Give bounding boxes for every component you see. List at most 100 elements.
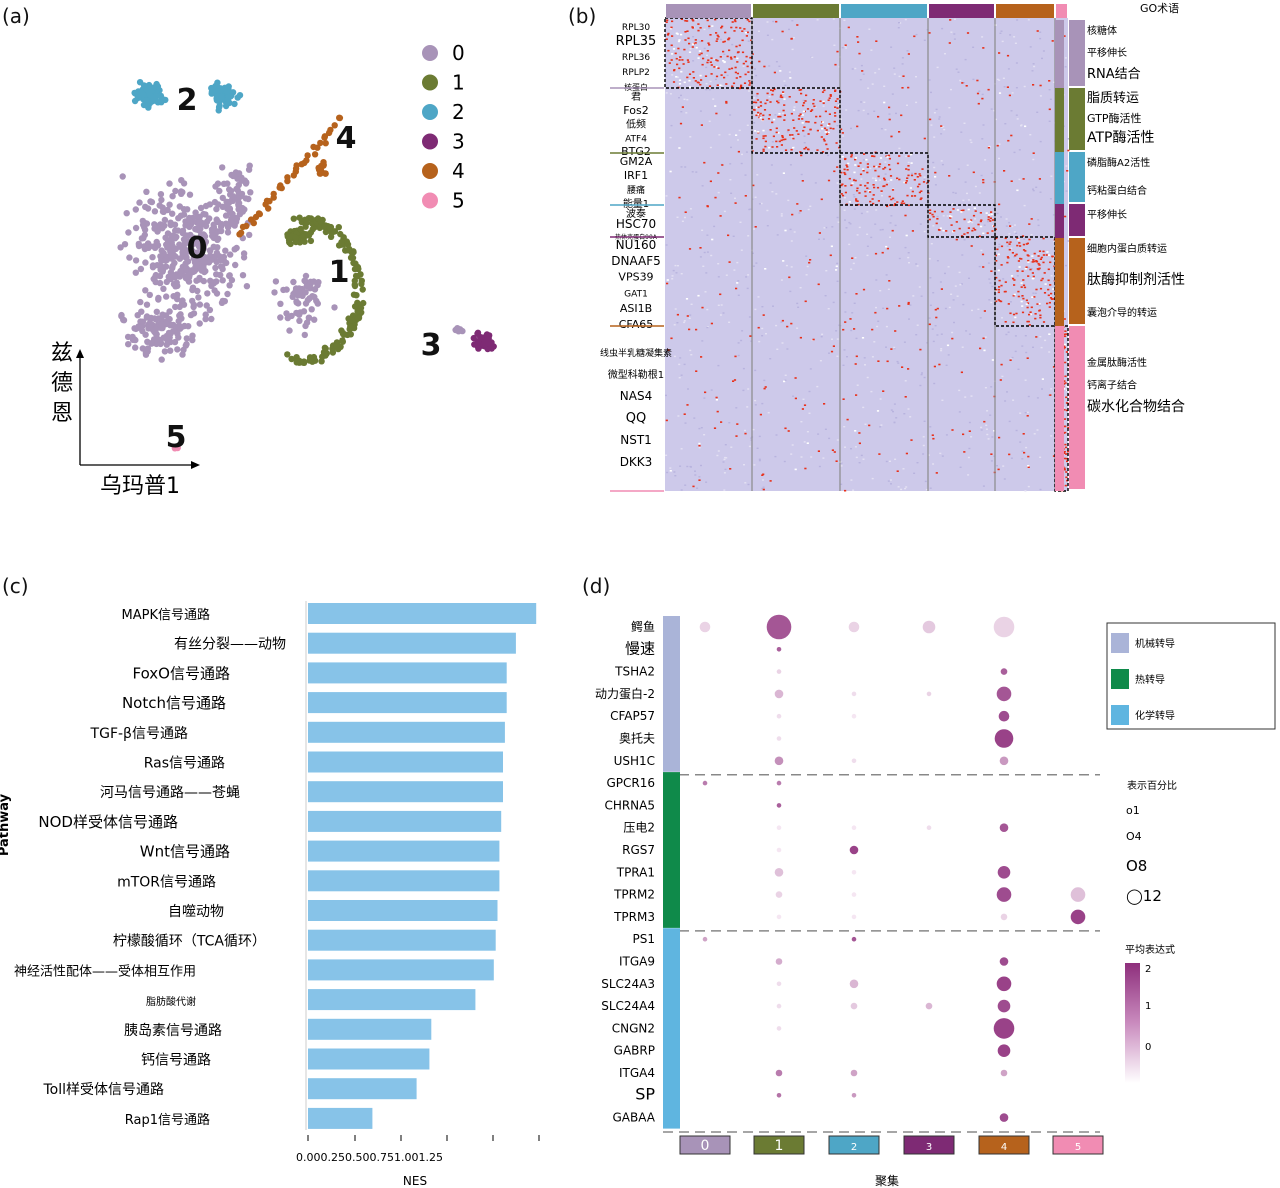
heatmap-cell [782, 138, 785, 141]
heatmap-cell [1047, 288, 1050, 291]
heatmap-cell [998, 279, 1001, 282]
heatmap-cell [858, 462, 861, 464]
pathway-label: mTOR信号通路 [117, 874, 216, 890]
heatmap-cell [867, 113, 870, 115]
heatmap-cell [907, 161, 910, 164]
heatmap-cell [923, 420, 926, 422]
heatmap-cell [908, 262, 910, 264]
heatmap-cell [784, 374, 787, 376]
heatmap-cell [940, 349, 943, 352]
heatmap-cell [832, 301, 835, 304]
heatmap-cell [855, 200, 858, 202]
heatmap-cell [909, 304, 912, 306]
heatmap-cell [993, 455, 996, 457]
heatmap-cell [901, 63, 904, 65]
heatmap-cell [783, 98, 786, 100]
umap-point [189, 268, 196, 275]
cluster-box [679, 1135, 731, 1155]
umap-point [336, 114, 344, 122]
heatmap-cell [747, 483, 750, 486]
heatmap-cell [683, 48, 686, 51]
heatmap-cell [1063, 388, 1066, 390]
heatmap-cell [1050, 292, 1053, 295]
heatmap-cell [844, 311, 847, 313]
umap-point [331, 122, 338, 129]
heatmap-cell [740, 339, 743, 342]
heatmap-cell [1024, 335, 1027, 337]
heatmap-cell [1016, 19, 1019, 21]
dotplot-dot [702, 780, 708, 786]
umap-point [318, 358, 325, 365]
heatmap-cell [684, 211, 687, 213]
umap-point [121, 241, 129, 248]
heatmap-cell [1032, 158, 1035, 161]
heatmap-cell [1027, 261, 1030, 263]
heatmap-cell [1063, 425, 1066, 428]
umap-point [163, 293, 170, 300]
heatmap-cell [716, 454, 719, 457]
heatmap-cell [836, 280, 839, 282]
heatmap-cell [933, 365, 936, 368]
heatmap-cell [683, 81, 686, 84]
heatmap-cell [858, 192, 861, 194]
umap-point [163, 341, 170, 348]
heatmap-cell [904, 487, 907, 490]
heatmap-cell [932, 292, 935, 294]
heatmap-cell [809, 368, 812, 370]
heatmap-cell [811, 56, 814, 58]
heatmap-cell [1049, 198, 1052, 200]
umap-point [190, 310, 198, 317]
heatmap-cell [1014, 42, 1017, 44]
heatmap-cell [669, 470, 672, 472]
heatmap-cell [698, 444, 701, 447]
heatmap-cell [821, 333, 824, 335]
heatmap-cell [734, 71, 737, 74]
heatmap-cell [787, 129, 790, 131]
heatmap-cell [784, 379, 787, 381]
heatmap-cell [679, 56, 682, 58]
heatmap-cell [898, 75, 901, 78]
umap-legend-swatch [422, 133, 438, 150]
umap-point [159, 311, 166, 318]
heatmap-cell [870, 49, 873, 51]
heatmap-cell [877, 320, 880, 322]
heatmap-cell [734, 197, 736, 199]
heatmap-cell [959, 79, 962, 82]
heatmap-cell [939, 452, 942, 455]
umap-point [143, 188, 150, 195]
heatmap-cell [850, 329, 853, 332]
heatmap-cell [724, 71, 727, 74]
umap-point [213, 249, 221, 257]
heatmap-cell [685, 298, 689, 300]
heatmap-cell [896, 162, 900, 165]
heatmap-cell [958, 271, 961, 274]
heatmap-cell [1052, 455, 1056, 457]
heatmap-cell [1015, 312, 1018, 315]
umap-point [161, 348, 169, 355]
heatmap-gene-label: 波泰 [626, 207, 646, 220]
heatmap-cell [1023, 85, 1026, 88]
heatmap-cell [965, 85, 968, 87]
umap-point [196, 219, 203, 226]
heatmap-cell [827, 179, 831, 182]
umap-point [148, 324, 155, 331]
heatmap-cell [670, 337, 673, 340]
heatmap-cell [1042, 50, 1045, 52]
heatmap-cell [883, 185, 886, 187]
heatmap-cell [833, 112, 837, 114]
heatmap-cell [990, 301, 993, 304]
heatmap-cell [798, 89, 801, 91]
heatmap-cell [848, 221, 851, 224]
heatmap-cell [700, 464, 702, 467]
heatmap-cell [689, 48, 692, 50]
heatmap-cell [893, 204, 896, 207]
umap-point [298, 161, 305, 168]
heatmap-cell [700, 427, 703, 429]
heatmap-cell [904, 18, 907, 21]
umap-point [271, 289, 278, 296]
umap-point [266, 198, 273, 205]
heatmap-cell [858, 442, 861, 445]
heatmap-cell [951, 337, 954, 340]
heatmap-cell [854, 363, 857, 365]
heatmap-cell [956, 295, 959, 297]
